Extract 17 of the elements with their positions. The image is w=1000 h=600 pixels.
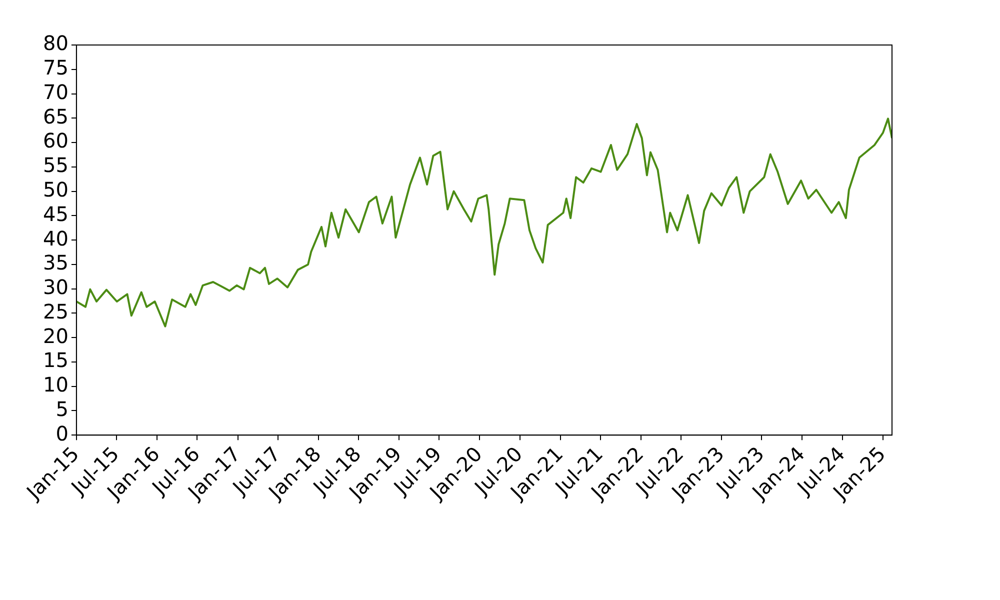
y-tick-label: 25 — [42, 299, 68, 324]
y-tick-label: 30 — [42, 275, 68, 300]
y-tick-label: 45 — [42, 202, 68, 226]
y-tick-label: 20 — [42, 324, 68, 348]
y-tick-label: 40 — [42, 226, 68, 250]
y-tick-label: 15 — [42, 348, 68, 372]
y-tick-label: 60 — [42, 128, 68, 153]
y-tick-label: 5 — [56, 396, 68, 421]
y-tick-label: 35 — [42, 250, 68, 275]
y-tick-label: 50 — [42, 178, 68, 202]
y-tick-label: 75 — [42, 56, 68, 80]
y-tick-label: 65 — [42, 104, 68, 128]
y-tick-label: 55 — [42, 153, 68, 178]
y-tick-label: 80 — [42, 31, 68, 56]
y-tick-label: 70 — [42, 80, 68, 104]
y-tick-label: 10 — [42, 372, 68, 397]
y-tick-label: 0 — [56, 421, 68, 446]
